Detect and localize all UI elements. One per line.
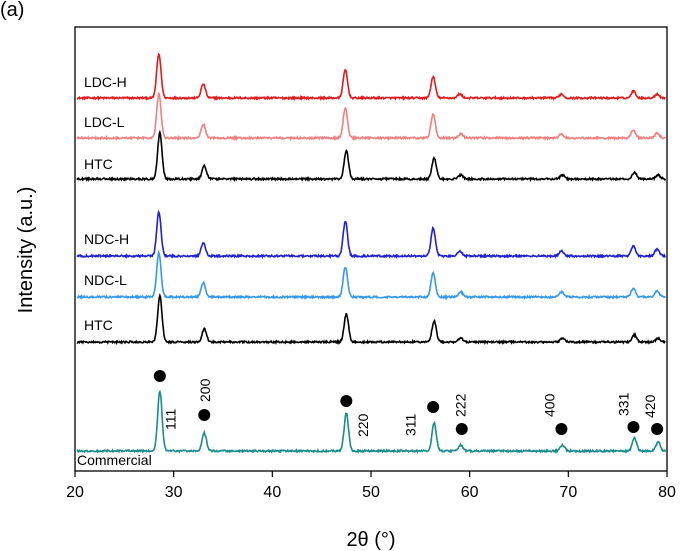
x-tick-label: 40 <box>263 484 281 501</box>
series-label: LDC-L <box>84 114 125 130</box>
peak-marker <box>198 409 211 421</box>
x-tick-label: 70 <box>559 484 577 501</box>
hkl-label: 311 <box>402 413 418 436</box>
hkl-label: 111 <box>163 409 179 430</box>
hkl-label: 220 <box>355 413 371 437</box>
series-label: Commercial <box>77 452 152 468</box>
x-tick-label: 20 <box>66 484 84 501</box>
x-tick-label: 50 <box>362 484 380 501</box>
hkl-labels: 111 200 220 311 222 400 331 420 <box>163 378 659 437</box>
hkl-label: 420 <box>642 394 658 418</box>
series-label: HTC <box>84 156 113 172</box>
peak-markers <box>153 370 664 435</box>
series-traces: LDC-H LDC-L HTC NDC-H NDC-L HTC Commercial <box>76 52 667 468</box>
x-tick-label: 30 <box>165 484 183 501</box>
series-line <box>76 129 667 183</box>
x-axis: 20 30 40 50 60 70 80 <box>66 471 676 501</box>
series-label: LDC-H <box>84 74 127 90</box>
x-tick-label: 60 <box>461 484 479 501</box>
series-line <box>76 389 667 455</box>
peak-marker <box>627 421 640 433</box>
series-line <box>76 249 667 301</box>
series-line <box>76 52 666 102</box>
peak-marker <box>153 370 166 382</box>
hkl-label: 331 <box>616 392 632 416</box>
series-label: HTC <box>84 317 113 333</box>
panel-label: (a) <box>0 0 24 21</box>
peak-marker <box>340 395 353 407</box>
peak-marker <box>555 423 568 435</box>
peak-marker <box>427 401 440 413</box>
hkl-label: 200 <box>197 378 213 402</box>
series-label: NDC-L <box>84 272 127 288</box>
series-line <box>76 91 666 142</box>
series-line <box>76 209 667 260</box>
hkl-label: 222 <box>453 393 469 417</box>
peak-marker <box>651 423 664 435</box>
x-tick-label: 80 <box>658 484 676 501</box>
series-label: NDC-H <box>84 231 129 247</box>
series-line <box>76 292 666 346</box>
x-axis-title: 2θ (°) <box>346 529 395 551</box>
peak-marker <box>455 423 468 435</box>
hkl-label: 400 <box>542 393 558 417</box>
y-axis-title: Intensity (a.u.) <box>15 187 37 314</box>
